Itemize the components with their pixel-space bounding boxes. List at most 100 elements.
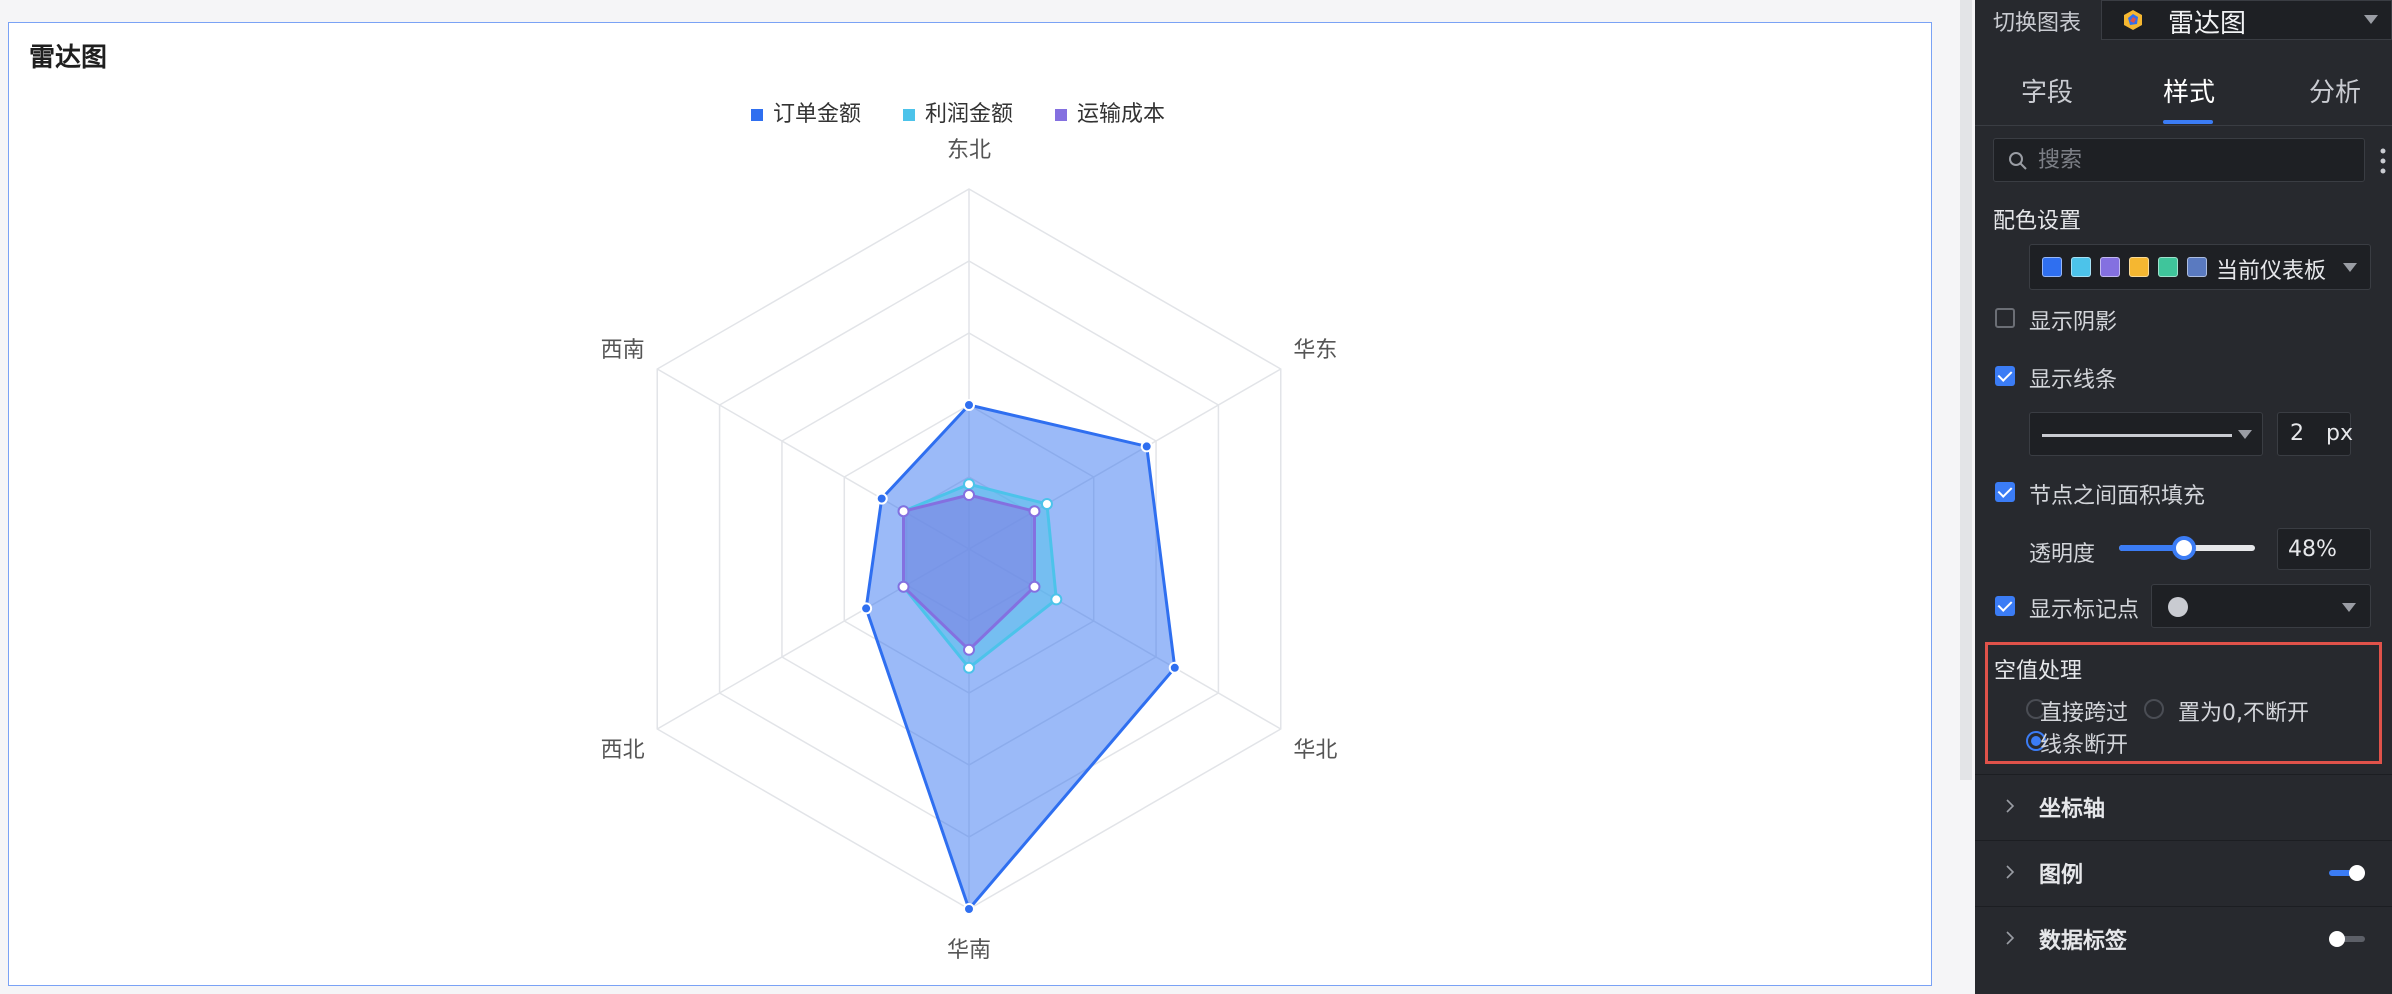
radar-chart-icon [2124,10,2142,30]
opacity-value: 48% [2288,537,2337,562]
radar-point [1168,661,1181,674]
scrollbar[interactable] [1960,0,1972,780]
section-axis-label: 坐标轴 [2039,797,2106,822]
chevron-down-icon [2342,603,2356,612]
section-data-labels[interactable]: 数据标签 [1975,906,2392,970]
color-settings-label: 配色设置 [1993,209,2082,234]
palette-swatch [2129,257,2149,277]
legend-label: 利润金额 [925,102,1013,127]
section-legend[interactable]: 图例 [1975,840,2392,904]
radar-point [1028,580,1041,593]
chart-canvas-area: 雷达图 东北 华东 华北 华南 西北 西南 订单金额 利润金额 运输成本 [8,0,1972,986]
legend-swatch [903,109,915,121]
chart-card[interactable]: 雷达图 东北 华东 华北 华南 西北 西南 订单金额 利润金额 运输成本 [8,22,1932,986]
active-tab-indicator [2163,120,2213,124]
show-markers-checkbox[interactable] [1995,596,2015,616]
chevron-right-icon [2006,865,2015,879]
search-box[interactable] [1993,138,2365,182]
line-width-value: 2 [2290,421,2304,446]
radar-series-area [864,403,1177,911]
section-legend-label: 图例 [2039,863,2084,888]
legend-toggle-track [2329,870,2365,876]
radar-point [963,489,975,501]
style-panel: 切换图表 雷达图 字段 样式 分析 配色设置 [1975,0,2392,994]
radar-point [897,580,910,593]
radar-point [963,661,975,674]
radio-zero[interactable] [2144,699,2164,719]
null-handling-group: 空值处理 直接跨过 置为0,不断开 线条断开 [1985,642,2382,764]
circle-marker-icon [2168,597,2188,617]
chart-switch-row: 切换图表 雷达图 [1975,0,2392,40]
radar-spoke [968,368,1282,550]
show-shadow-checkbox[interactable] [1995,308,2015,328]
radar-point [963,399,975,411]
legend-swatch [1055,109,1067,121]
radar-point [860,602,873,615]
line-width-input[interactable]: 2 px [2277,412,2353,456]
palette-swatch [2100,257,2120,277]
opacity-label: 透明度 [2029,542,2096,567]
section-axis[interactable]: 坐标轴 [1975,774,2392,838]
legend-toggle[interactable] [2329,863,2365,883]
radar-spoke [968,548,1282,730]
palette-select[interactable]: 当前仪表板 [2029,244,2371,290]
chart-type-value: 雷达图 [2168,9,2247,39]
marker-shape-select[interactable] [2151,584,2371,628]
more-vertical-icon[interactable] [2380,146,2386,176]
radar-axis-label: 华南 [947,938,991,963]
data-labels-toggle[interactable] [2329,929,2365,949]
chevron-right-icon [2006,931,2015,945]
legend-label: 订单金额 [773,102,861,127]
radar-point [963,903,975,915]
radio-zero-label[interactable]: 置为0,不断开 [2178,701,2309,726]
line-style-select[interactable] [2029,412,2263,456]
search-icon [2009,152,2027,170]
opacity-input[interactable]: 48% [2277,528,2371,570]
opacity-slider-handle[interactable] [2172,536,2197,560]
radio-break-line[interactable] [2026,731,2046,751]
radar-spoke [656,548,970,730]
radar-point [1050,593,1063,606]
chart-type-select[interactable]: 雷达图 [2101,0,2392,40]
legend-toggle-knob [2349,865,2365,881]
radar-axis-label: 西南 [601,338,645,363]
legend-swatch [751,109,763,121]
switch-chart-label: 切换图表 [1993,11,2082,36]
tab-fields[interactable]: 字段 [2021,78,2074,108]
palette-swatch [2042,257,2062,277]
radar-point [897,505,910,518]
radar-axis-label: 华东 [1293,338,1337,363]
radar-point [1140,440,1153,453]
section-data-labels-label: 数据标签 [2039,929,2128,954]
tab-analysis[interactable]: 分析 [2309,78,2362,108]
chevron-down-icon [2343,263,2357,272]
null-handling-title: 空值处理 [1994,659,2083,684]
search-input[interactable] [2038,145,2338,175]
radio-skip-label[interactable]: 直接跨过 [2040,701,2129,726]
chart-title: 雷达图 [29,43,108,73]
radio-break-line-label[interactable]: 线条断开 [2040,733,2129,758]
radio-skip[interactable] [2026,699,2046,719]
line-width-unit: px [2326,421,2353,446]
show-markers-label: 显示标记点 [2029,598,2140,623]
area-fill-label: 节点之间面积填充 [2029,484,2206,509]
show-line-label: 显示线条 [2029,368,2118,393]
palette-name: 当前仪表板 [2216,259,2327,284]
chevron-down-icon [2238,430,2252,439]
area-fill-checkbox[interactable] [1995,482,2015,502]
radar-point [875,492,888,505]
show-line-checkbox[interactable] [1995,366,2015,386]
palette-swatch [2187,257,2207,277]
radar-spoke [656,368,970,550]
radar-point [1040,498,1053,510]
palette-swatch [2158,257,2178,277]
radar-axis-label: 华北 [1293,738,1337,763]
chevron-right-icon [2006,799,2015,813]
radar-point [1028,505,1041,518]
tab-style[interactable]: 样式 [2163,78,2216,108]
radar-point [963,478,975,491]
radar-axis-label: 东北 [947,138,991,163]
show-shadow-label: 显示阴影 [2029,310,2118,335]
radar-axis-label: 西北 [601,738,645,763]
